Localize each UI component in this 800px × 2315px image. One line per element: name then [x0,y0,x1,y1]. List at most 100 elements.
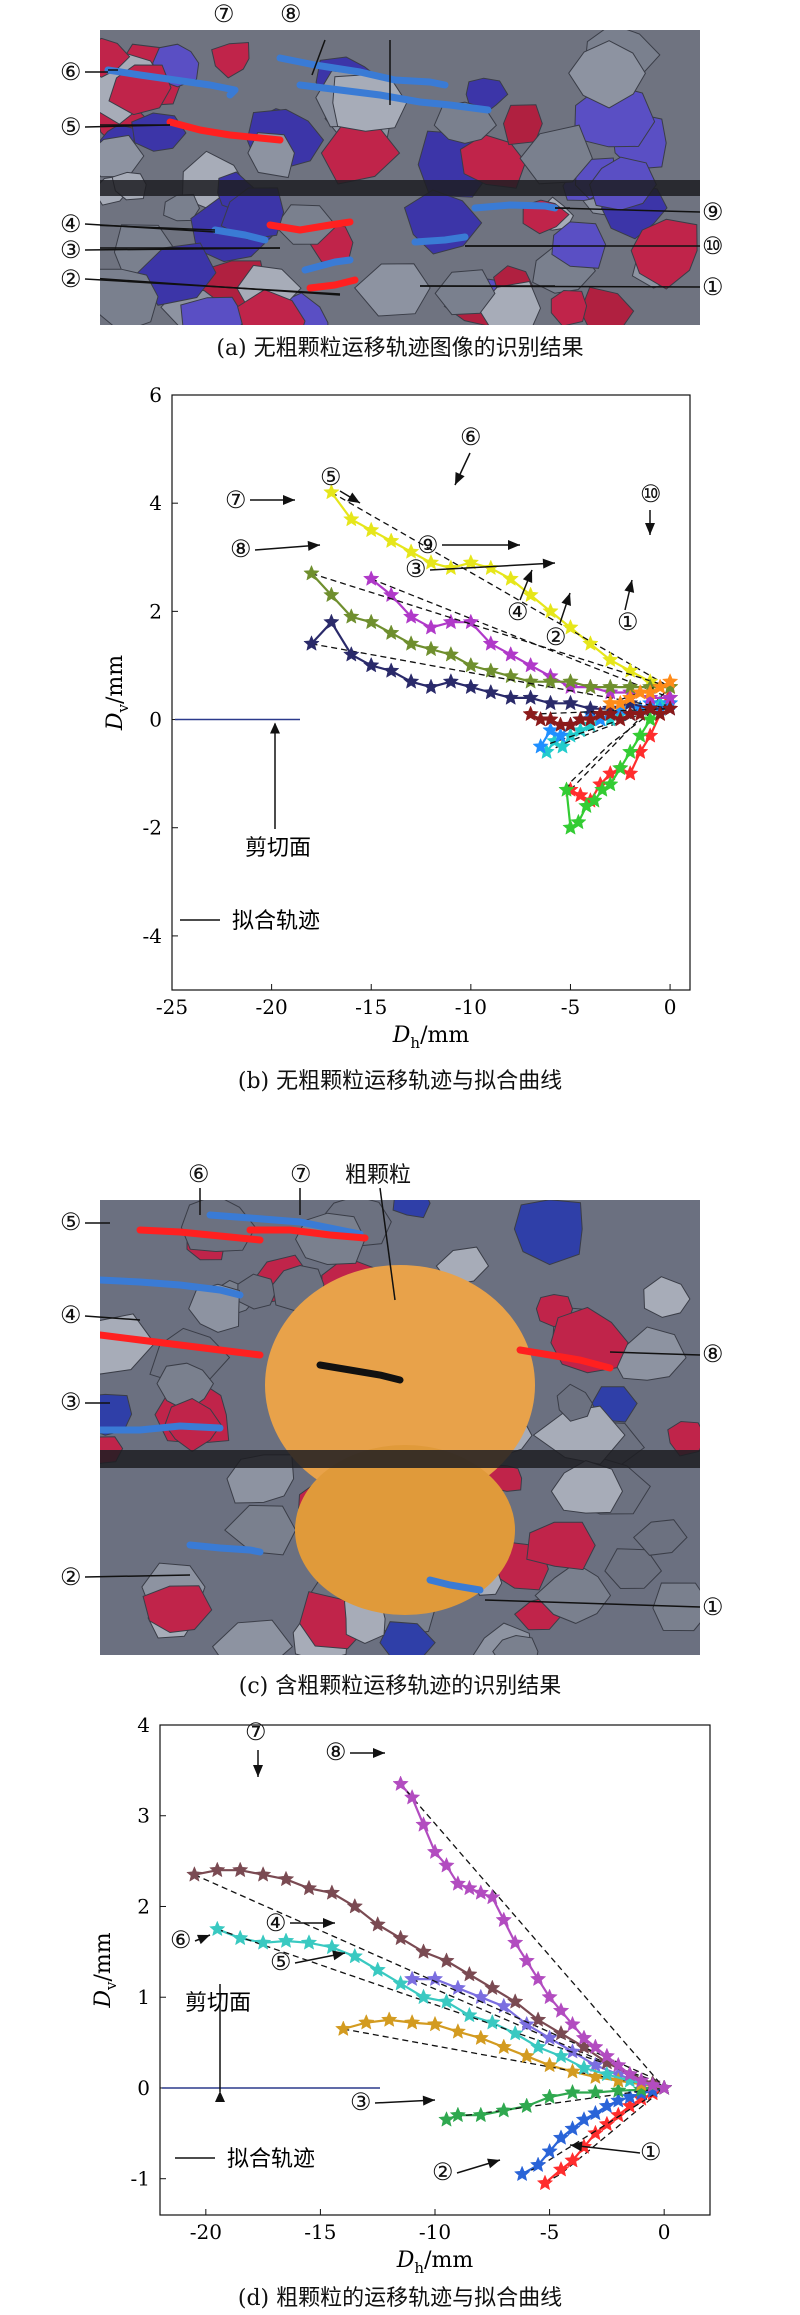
data-point [575,2029,593,2046]
data-point [462,554,480,570]
data-point [369,1915,386,1932]
series-label-1: ① [640,2138,662,2166]
data-point [495,2101,513,2118]
series-label-4: ④ [265,1909,287,1937]
data-point [343,608,360,624]
stone-shape [211,1619,293,1655]
data-point [472,1988,490,2005]
data-point [572,721,589,738]
data-point [602,651,619,668]
data-point [422,618,440,635]
data-point [562,673,579,689]
data-point [449,1979,467,1996]
stone-shape [434,269,496,316]
series-line [194,1869,665,2090]
x-tick-label: -5 [540,2220,559,2244]
data-point [343,510,360,527]
data-point [415,1988,432,2005]
data-point [442,559,460,576]
data-point [426,1843,444,1860]
y-tick-label: -4 [143,924,162,948]
data-point [303,635,320,651]
label-a-8: ⑧ [280,0,302,28]
data-point [529,2038,547,2055]
y-tick-label: -1 [131,2167,150,2191]
y-tick-label: 0 [149,708,162,732]
data-point [403,2013,421,2030]
y-tick-label: -2 [143,816,162,840]
series-label-1: ① [617,608,639,636]
series-label-2: ② [432,2158,454,2186]
data-point [598,2065,616,2082]
data-point [541,2088,558,2105]
panel-b: -25 -20 -15 -10 -5 0 -4 -2 0 2 4 6 Dh/mm Dv/mm 剪切面 拟合轨迹… [0,365,800,1115]
label-a-1: ① [702,273,724,301]
data-point [502,570,519,586]
series-label-3: ③ [350,2088,372,2116]
fitted-curve [400,1783,665,2089]
series-label-6: ⑥ [170,1926,192,1954]
series-label-8: ⑧ [230,535,252,563]
stone-shape [492,1634,539,1655]
data-point [610,2082,627,2098]
label-c-5: ⑤ [60,1208,82,1236]
data-point [442,673,460,689]
data-point [587,2083,604,2100]
data-point [641,710,659,727]
data-point [552,2047,570,2064]
caption-c: (c) 含粗颗粒运移轨迹的识别结果 [238,1674,562,1699]
series-label-7: ⑦ [245,1718,267,1746]
data-point [552,727,569,743]
chart-b: -25 -20 -15 -10 -5 0-4-20246Dh/mmDv/mm剪切面拟合轨迹… [103,383,691,1052]
data-point [422,640,440,657]
data-point [422,678,440,695]
data-point [484,1888,501,1905]
data-point [209,1920,226,1937]
data-point [552,2024,570,2041]
panel-d: -20 -15 -10 -5 0 -1 0 1 2 3 4 Dh/mm Dv/mm 剪切面 拟合轨迹 ⑦ ⑧ ⑥ ④… [0,1705,800,2315]
data-point [541,2056,558,2073]
data-point [482,559,500,576]
data-point [651,705,669,722]
data-point [541,2142,558,2159]
series-label-9: ⑨ [417,531,439,559]
fitted-curve [446,2087,665,2121]
x-axis-label-unit: /mm [420,1023,469,1048]
series-5 [335,2011,673,2095]
fitted-curve [370,578,671,699]
data-point [518,2097,535,2114]
data-point [472,2106,490,2123]
shear-plane-arrowhead [270,722,280,734]
data-point [542,694,559,711]
fitted-curve [411,1978,665,2089]
data-point [564,2083,581,2100]
label-c-8: ⑧ [702,1340,724,1368]
data-point [415,1943,432,1959]
data-point [300,1934,318,1950]
fitted-curve [217,1928,665,2089]
label-a-5: ⑤ [60,113,82,141]
x-tick-label: -15 [304,2220,336,2244]
data-point [438,2111,455,2127]
data-point [472,1884,490,1900]
data-point [655,2079,673,2095]
data-point [564,2015,581,2032]
series-6 [323,483,679,695]
data-point [536,2174,554,2191]
label-c-4: ④ [60,1301,82,1329]
stone-shape [630,218,698,290]
data-point [323,586,340,603]
data-point [495,2038,513,2055]
series-10 [602,673,679,711]
series-label-8: ⑧ [325,1738,347,1766]
data-point [612,710,629,727]
series-label-arrowhead [197,1934,210,1945]
y-tick-label: 4 [149,491,162,515]
data-point [426,2015,444,2032]
plot-frame [171,394,691,991]
data-point [461,1965,478,1982]
trajectory-photo-c [100,1200,700,1655]
data-point [518,1952,535,1968]
data-point [621,743,639,760]
data-point [506,2024,524,2041]
